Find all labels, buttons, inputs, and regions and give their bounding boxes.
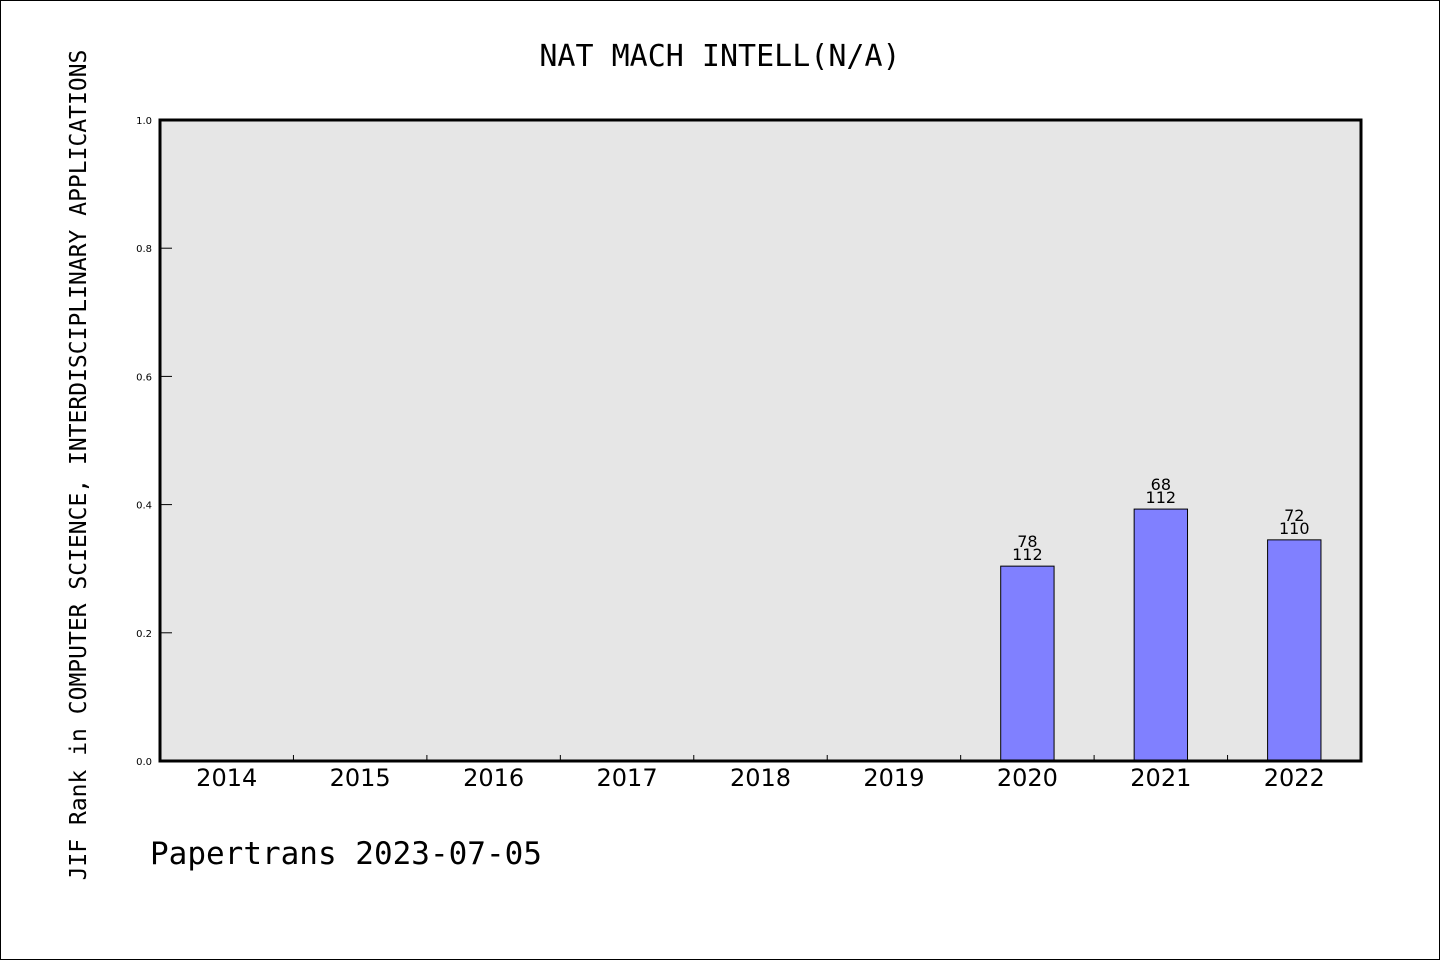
footer-credit: Papertrans 2023-07-05 <box>150 836 542 872</box>
y-axis-label: JIF Rank in COMPUTER SCIENCE, INTERDISCI… <box>66 50 92 881</box>
bar-rank-label: 68 <box>1151 475 1171 494</box>
x-tick-label: 2014 <box>196 764 257 792</box>
x-tick-label: 2021 <box>1130 764 1191 792</box>
bar-total-label: 110 <box>1279 519 1310 538</box>
bar-total-label: 112 <box>1012 545 1043 564</box>
bar-rank-label: 78 <box>1017 532 1037 551</box>
y-tick-label: 0.0 <box>136 757 152 768</box>
bar-2022 <box>1267 539 1322 762</box>
y-tick-label: 0.6 <box>136 372 152 383</box>
bar-total-label: 112 <box>1146 488 1177 507</box>
bar-2021 <box>1133 508 1189 762</box>
x-tick-label: 2022 <box>1264 764 1325 792</box>
x-tick-label: 2015 <box>330 764 391 792</box>
x-tick-label: 2020 <box>997 764 1058 792</box>
x-axis: 2014 2015 2016 2017 2018 2019 2020 2021 2022 <box>196 755 1325 792</box>
x-tick-label: 2018 <box>730 764 791 792</box>
x-tick-label: 2016 <box>463 764 524 792</box>
y-tick-label: 0.8 <box>136 244 152 255</box>
plot-border <box>158 118 1363 763</box>
chart-title: NAT MACH INTELL(N/A) <box>539 39 900 74</box>
bar-2020 <box>1000 565 1055 762</box>
x-tick-label: 2019 <box>863 764 924 792</box>
y-tick-label: 0.4 <box>136 501 152 512</box>
bar-rank-label: 72 <box>1284 506 1304 525</box>
y-tick-label: 0.2 <box>136 629 152 640</box>
x-tick-label: 2017 <box>597 764 658 792</box>
y-tick-label: 1.0 <box>136 116 152 127</box>
